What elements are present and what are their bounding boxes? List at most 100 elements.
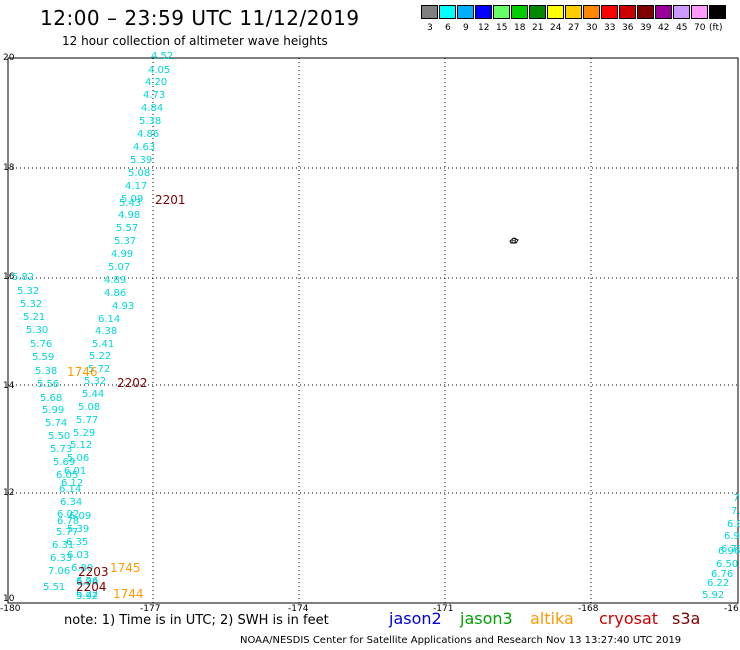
wave-height-value: 5.68 (40, 393, 63, 404)
wave-height-value: 5.06 (67, 453, 90, 464)
color-swatch (655, 5, 672, 19)
pass-time-label: 1744 (113, 587, 144, 601)
credit-line: NOAA/NESDIS Center for Satellite Applica… (240, 635, 682, 646)
color-swatch (691, 5, 708, 19)
wave-height-value: 6.05 (56, 470, 79, 481)
latitude-label: 16 (3, 272, 15, 282)
color-scale-label: 27 (568, 23, 580, 33)
island-outline (509, 237, 519, 244)
island-mark: a (511, 236, 517, 246)
pass-time-label: 2203 (78, 565, 109, 579)
wave-height-value: 6.22 (707, 578, 730, 589)
color-scale-label: 45 (676, 23, 688, 33)
wave-height-value: 5.30 (26, 325, 49, 336)
wave-height-value: 5.77 (76, 415, 99, 426)
wave-height-value: 5.37 (114, 236, 137, 247)
wave-height-value: 5.72 (88, 364, 111, 375)
wave-height-value: 5.77 (56, 527, 79, 538)
wave-height-value: 6.03 (67, 550, 90, 561)
color-swatch (547, 5, 564, 19)
color-swatch (439, 5, 456, 19)
wave-height-value: 4.52 (151, 51, 174, 62)
wave-height-value: 4.20 (145, 77, 168, 88)
wave-height-value: 4.05 (148, 65, 171, 76)
wave-height-value: 6.8 (727, 519, 740, 530)
longitude-tick-labels: -180 -177 -174 -171 -168 -16 (0, 604, 739, 614)
color-swatch (421, 5, 438, 19)
legend-jason2: jason2 (389, 609, 442, 628)
wave-height-value: 4.17 (125, 181, 148, 192)
latitude-label: 18 (3, 163, 15, 173)
wave-height-value: 5.38 (139, 116, 162, 127)
longitude-label: -174 (288, 604, 309, 614)
wave-height-value: 5.76 (30, 339, 53, 350)
wave-height-value: 5.07 (108, 262, 131, 273)
wave-height-value: 5.73 (50, 444, 73, 455)
wave-height-value: 5.39 (130, 155, 153, 166)
pass-time-label: 2202 (117, 376, 148, 390)
legend-jason3: jason3 (460, 609, 513, 628)
wave-height-value: 5.82 (12, 272, 35, 283)
wave-height-value: 6.12 (61, 478, 84, 489)
wave-height-value: 6.14 (59, 484, 82, 495)
wave-height-value: 5.32 (17, 286, 40, 297)
pass-time-label: 2204 (76, 580, 107, 594)
wave-height-value: 5.38 (35, 366, 58, 377)
wave-height-value: 7. (731, 506, 740, 517)
wave-height-value: 4.86 (104, 288, 127, 299)
legend-cryosat: cryosat (599, 609, 659, 628)
latitude-label: 20 (3, 53, 15, 63)
wave-height-value: 5.50 (48, 431, 71, 442)
latitude-label: 14 (3, 381, 15, 391)
wave-height-value: 4.73 (143, 90, 166, 101)
wave-height-value: 6.33 (50, 553, 73, 564)
wave-height-value: 5.51 (43, 582, 66, 593)
color-swatch (583, 5, 600, 19)
wave-height-value: 6.02 (57, 509, 80, 520)
wave-height-value: 5.57 (116, 223, 139, 234)
wave-height-value: 5.59 (32, 352, 55, 363)
latitude-label: 12 (3, 488, 14, 498)
legend-s3a: s3a (672, 609, 701, 628)
wave-height-value: 5.99 (42, 405, 65, 416)
wave-height-value: 5.08 (128, 168, 151, 179)
legend-altika: altika (530, 609, 574, 628)
color-scale-label: 24 (550, 23, 562, 33)
color-scale-label: 12 (478, 23, 490, 33)
wave-height-value: 6.01 (64, 466, 87, 477)
wave-height-value: 6.31 (52, 540, 75, 551)
color-scale-label: 33 (604, 23, 616, 33)
wave-height-value: 6.96 (718, 546, 740, 557)
wave-height-value: 6.80 (71, 563, 94, 574)
color-scale-label: 3 (427, 23, 433, 33)
longitude-label: -171 (433, 604, 453, 614)
wave-height-value: 4.84 (141, 103, 164, 114)
wave-height-value: 4.93 (112, 301, 135, 312)
color-swatch (475, 5, 492, 19)
wave-height-value: 6.09 (69, 511, 92, 522)
color-scale-label: 18 (514, 23, 526, 33)
color-scale-label: 30 (586, 23, 598, 33)
longitude-label: -177 (140, 604, 160, 614)
color-swatch (637, 5, 654, 19)
latitude-tick-labels: 20 18 16 14 12 10 (3, 53, 15, 604)
wave-height-value: 4.38 (95, 326, 118, 337)
wave-height-value: 6.26 (76, 576, 99, 587)
wave-height-value: 4.98 (118, 210, 141, 221)
wave-height-value: 5.69 (53, 457, 76, 468)
wave-height-value: 6.94 (76, 577, 99, 588)
longitude-label: -168 (578, 604, 599, 614)
map-title: 12:00 – 23:59 UTC 11/12/2019 (40, 6, 360, 30)
wave-height-value: 6.22 (76, 589, 99, 600)
color-swatch (529, 5, 546, 19)
color-swatch (601, 5, 618, 19)
map-subtitle: 12 hour collection of altimeter wave hei… (62, 34, 328, 48)
color-scale-label: 9 (463, 23, 469, 33)
wave-height-value: 7.06 (48, 566, 71, 577)
wave-height-value: 5.32 (84, 376, 107, 387)
wave-height-value: 5.92 (702, 590, 725, 601)
wave-height-value: 6.76 (711, 569, 734, 580)
color-swatch (511, 5, 528, 19)
wave-height-value: 5.12 (70, 440, 93, 451)
wave-height-value: 7 (733, 493, 740, 504)
